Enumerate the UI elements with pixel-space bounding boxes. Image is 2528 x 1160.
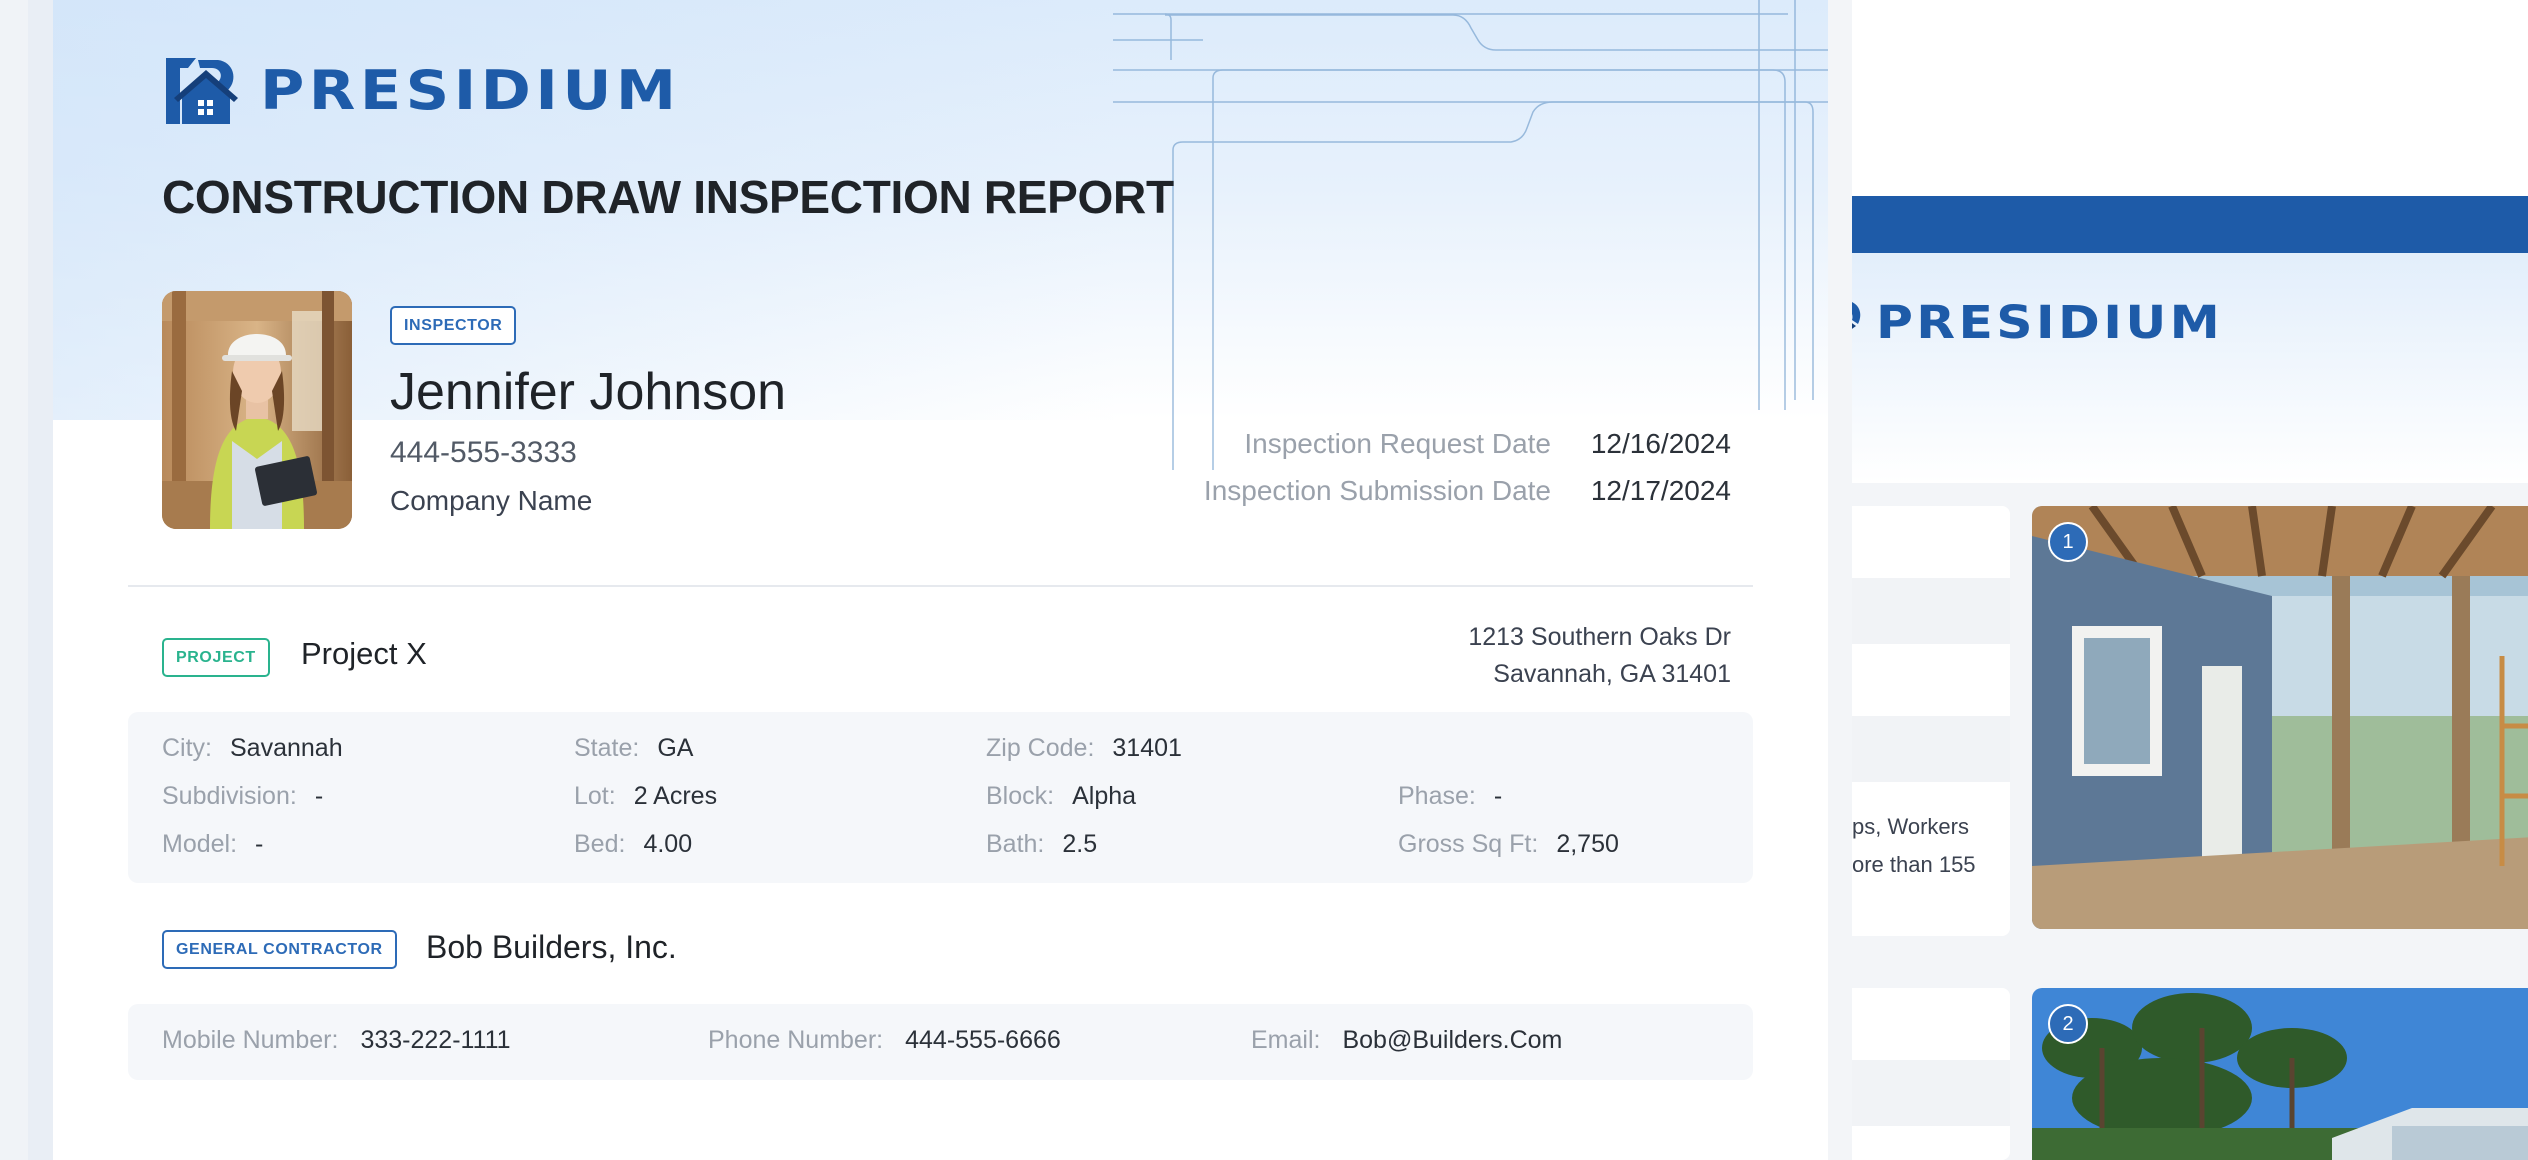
field-state: State: GA <box>574 734 693 763</box>
inspection-photo-1: 1 <box>2032 506 2528 929</box>
contractor-name: Bob Builders, Inc. <box>426 929 677 965</box>
submission-date-label: Inspection Submission Date <box>1203 475 1551 506</box>
field-label: Gross Sq Ft: <box>1398 830 1539 858</box>
page-shadow <box>28 0 53 1160</box>
field-phone: Phone Number: 444-555-6666 <box>708 1026 1061 1055</box>
address-line-1: 1213 Southern Oaks Dr <box>1468 623 1731 651</box>
inspector-photo <box>162 291 352 529</box>
field-phase: Phase: - <box>1398 782 1502 811</box>
field-value: - <box>314 782 324 810</box>
project-name: Project X <box>301 636 427 671</box>
preview-header-background <box>1852 253 2528 483</box>
submission-date-value: 12/17/2024 <box>1590 475 1731 506</box>
porch-photo-image <box>2032 506 2528 929</box>
field-value: 2 Acres <box>633 782 718 810</box>
field-value: 2.5 <box>1062 830 1098 858</box>
field-label: Bed: <box>574 830 626 858</box>
trees-photo-image <box>2032 988 2528 1160</box>
project-badge: PROJECT <box>162 638 270 677</box>
inspection-photo-2: 2 <box>2032 988 2528 1160</box>
field-value: Alpha <box>1072 782 1137 810</box>
project-details-panel: City: Savannah State: GA Zip Code: 31401 Su… <box>128 712 1753 883</box>
field-model: Model: - <box>162 830 263 859</box>
field-value: 444-555-6666 <box>905 1026 1061 1054</box>
field-subdivision: Subdivision: - <box>162 782 323 811</box>
header-bar <box>1852 196 2528 253</box>
field-label: City: <box>162 734 212 762</box>
request-date-value: 12/16/2024 <box>1590 428 1731 459</box>
previous-page-edge <box>0 0 53 1160</box>
field-mobile: Mobile Number: 333-222-1111 <box>162 1026 511 1055</box>
report-page: PRESIDIUM CONSTRUCTION DRAW INSPECTION R… <box>53 0 1828 1160</box>
field-label: Phone Number: <box>708 1026 884 1054</box>
field-label: Subdivision: <box>162 782 297 810</box>
inspector-phone: 444-555-3333 <box>390 436 577 469</box>
field-value: - <box>1493 782 1503 810</box>
field-label: Mobile Number: <box>162 1026 339 1054</box>
photo-notes-card-2 <box>1852 988 2010 1160</box>
notes-snippet-line-1: ps, Workers <box>1852 814 1969 839</box>
field-label: Block: <box>986 782 1055 810</box>
photo-notes-card-1 <box>1852 506 2010 936</box>
brand-name: PRESIDIUM <box>260 59 681 122</box>
inspector-badge: INSPECTOR <box>390 306 517 345</box>
field-value: 333-222-1111 <box>360 1026 511 1054</box>
project-address: 1213 Southern Oaks Dr Savannah, GA 31401 <box>1468 619 1731 693</box>
field-label: Phase: <box>1398 782 1476 810</box>
report-title: CONSTRUCTION DRAW INSPECTION REPORT <box>162 171 1174 223</box>
preview-brand-name: PRESIDIUM <box>1876 295 2224 349</box>
notes-snippet-line-2: ore than 155 <box>1852 852 1976 877</box>
preview-logo: PRESIDIUM <box>1852 296 2220 348</box>
field-bed: Bed: 4.00 <box>574 830 692 859</box>
field-value: Savannah <box>230 734 343 762</box>
field-block: Block: Alpha <box>986 782 1136 811</box>
field-value: 4.00 <box>643 830 693 858</box>
field-bath: Bath: 2.5 <box>986 830 1097 859</box>
inspector-name: Jennifer Johnson <box>390 363 787 421</box>
field-value: 2,750 <box>1556 830 1619 858</box>
placeholder-bar <box>1852 716 2010 782</box>
field-gross-sq-ft: Gross Sq Ft: 2,750 <box>1398 830 1619 859</box>
field-zip: Zip Code: 31401 <box>986 734 1182 763</box>
request-date-label: Inspection Request Date <box>1244 428 1551 459</box>
field-label: Email: <box>1251 1026 1321 1054</box>
field-label: State: <box>574 734 640 762</box>
field-email: Email: Bob@Builders.Com <box>1251 1026 1562 1055</box>
field-value: Bob@Builders.Com <box>1342 1026 1563 1054</box>
field-label: Bath: <box>986 830 1045 858</box>
field-value: 31401 <box>1112 734 1182 762</box>
general-contractor-badge: GENERAL CONTRACTOR <box>162 930 397 969</box>
field-city: City: Savannah <box>162 734 343 763</box>
field-label: Zip Code: <box>986 734 1095 762</box>
photo-number-badge: 2 <box>2048 1004 2088 1044</box>
notes-snippet: ps, Workers ore than 155 <box>1852 808 1976 884</box>
field-value: GA <box>657 734 694 762</box>
request-date-row: Inspection Request Date 12/16/2024 <box>1171 428 1731 475</box>
inspector-company: Company Name <box>390 485 593 516</box>
inspection-dates: Inspection Request Date 12/16/2024 Inspe… <box>1171 428 1731 522</box>
photo-number-badge: 1 <box>2048 522 2088 562</box>
submission-date-row: Inspection Submission Date 12/17/2024 <box>1171 475 1731 522</box>
field-label: Lot: <box>574 782 616 810</box>
inspector-portrait-image <box>162 291 352 529</box>
next-page-preview: PRESIDIUM ps, Workers ore than 155 <box>1852 0 2528 1160</box>
house-logo-icon <box>1852 302 1861 329</box>
field-value: - <box>255 830 264 858</box>
house-logo-icon <box>166 58 238 124</box>
presidium-logo: PRESIDIUM <box>162 52 676 130</box>
decorative-lines <box>1113 0 1828 470</box>
placeholder-bar <box>1852 1060 2010 1126</box>
contractor-contact-panel: Mobile Number: 333-222-1111 Phone Number:… <box>128 1004 1753 1080</box>
placeholder-bar <box>1852 578 2010 644</box>
address-line-2: Savannah, GA 31401 <box>1493 660 1731 688</box>
field-label: Model: <box>162 830 238 858</box>
field-lot: Lot: 2 Acres <box>574 782 717 811</box>
section-divider <box>128 585 1753 587</box>
